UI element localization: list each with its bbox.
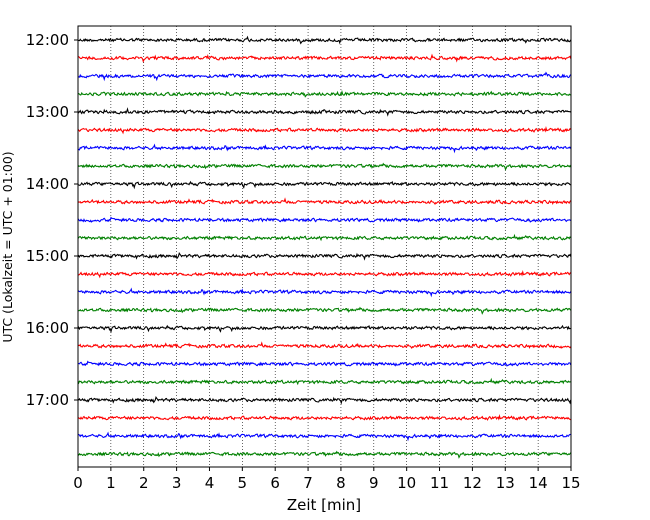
trace-line [77,180,571,190]
trace-line [77,107,572,117]
x-tick-label: 3 [172,474,182,492]
x-tick-label: 8 [336,474,346,492]
y-axis-ticks: 12:00 13:00 14:00 15:00 16:00 17:00 [26,31,78,409]
x-tick-label: 1 [106,474,116,492]
y-tick-label: 17:00 [26,391,69,409]
trace-line [77,306,572,315]
trace-line [77,126,572,135]
trace-line [77,431,571,442]
trace-line [77,450,572,459]
trace-line [77,233,572,242]
y-tick-label: 13:00 [26,103,69,121]
trace-group [77,35,572,459]
x-tick-label: 15 [561,474,580,492]
x-tick-label: 14 [529,474,548,492]
axes-frame [77,25,572,468]
trace-line [77,360,572,367]
x-tick-label: 7 [303,474,313,492]
y-tick-label: 16:00 [26,319,69,337]
trace-line [77,341,572,350]
trace-line [77,197,572,206]
x-tick-label: 11 [430,474,449,492]
x-tick-label: 10 [397,474,416,492]
trace-line [77,89,571,98]
x-tick-label: 4 [205,474,215,492]
x-tick-label: 5 [238,474,248,492]
trace-line [77,216,572,223]
trace-line [77,270,572,279]
trace-line [77,414,571,421]
trace-line [77,251,572,261]
trace-line [77,287,572,298]
trace-line [77,162,572,171]
x-tick-label: 9 [369,474,379,492]
y-tick-label: 14:00 [26,175,69,193]
y-tick-label: 12:00 [26,31,69,49]
y-tick-label: 15:00 [26,247,69,265]
trace-line [77,377,571,386]
x-tick-label: 13 [496,474,515,492]
trace-line [77,53,572,63]
x-tick-label: 12 [463,474,482,492]
x-tick-label: 6 [270,474,280,492]
y-axis-label: UTC (Lokalzeit = UTC + 01:00) [0,151,15,342]
trace-line [77,71,572,82]
trace-line [77,35,572,45]
trace-line [77,395,572,405]
x-axis-label: Zeit [min] [287,496,361,514]
x-tick-label: 0 [73,474,83,492]
x-axis-ticks: 0 1 2 3 4 5 6 7 8 9 10 11 12 13 14 15 [73,467,581,492]
trace-line [77,143,572,154]
x-tick-label: 2 [139,474,149,492]
trace-line [77,324,571,334]
